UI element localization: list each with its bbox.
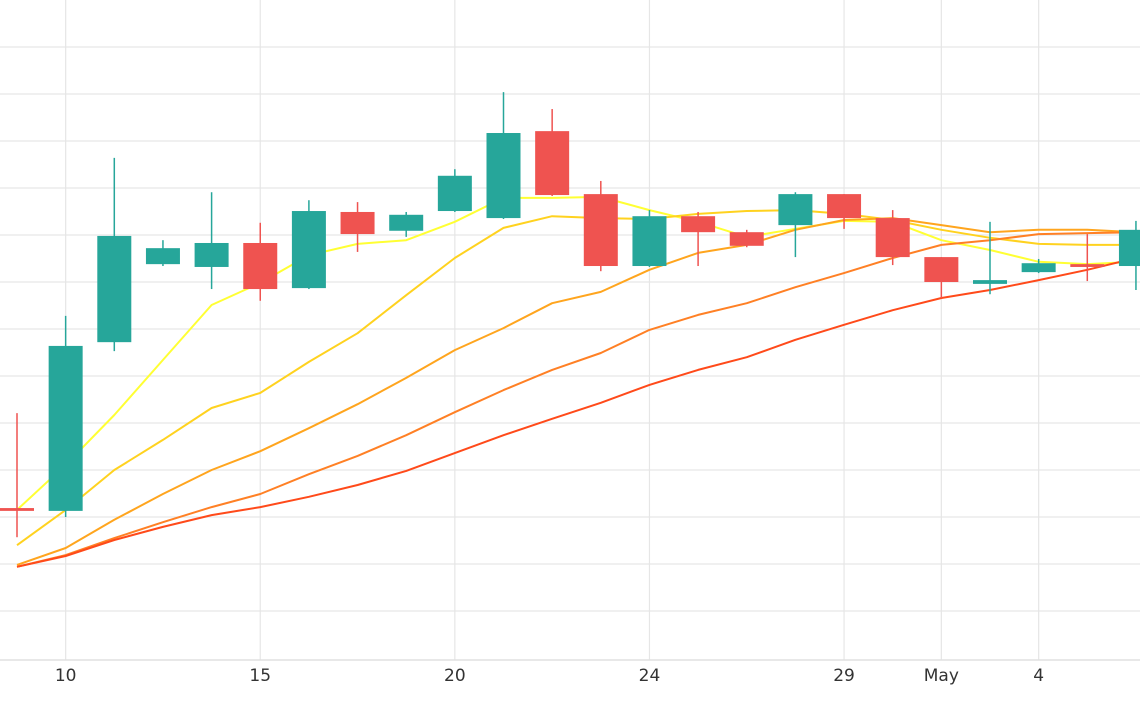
candle-body <box>1070 264 1105 267</box>
candle-body <box>1118 229 1140 267</box>
x-tick-label: 15 <box>249 666 271 686</box>
candle-body <box>681 216 716 233</box>
candle-body <box>875 218 910 258</box>
candle-body <box>145 248 180 265</box>
x-tick-label: 24 <box>639 666 661 686</box>
candles <box>0 92 1140 538</box>
x-tick-label: 20 <box>444 666 466 686</box>
candle-body <box>389 214 424 231</box>
x-tick-label: May <box>924 666 959 686</box>
ma-line <box>16 209 1136 547</box>
moving-averages <box>16 195 1137 568</box>
candle-body <box>437 175 472 212</box>
x-tick-label: 4 <box>1033 666 1044 686</box>
candle-body <box>827 194 862 219</box>
candle-body <box>583 194 618 267</box>
candle-body <box>535 131 570 196</box>
candle-body <box>0 508 34 511</box>
x-tick-label: 10 <box>55 666 77 686</box>
candle-body <box>632 216 667 267</box>
x-tick-label: 29 <box>833 666 855 686</box>
candle-body <box>243 242 278 290</box>
candle-body <box>486 133 521 219</box>
grid <box>0 0 1140 660</box>
ma-line <box>16 217 1137 566</box>
candle-body <box>1021 263 1056 273</box>
candle-body <box>48 345 83 511</box>
candle-body <box>194 242 229 267</box>
candle-body <box>778 194 813 226</box>
ma-line <box>16 257 1137 568</box>
ma-line <box>16 195 1137 511</box>
ma-line <box>16 231 1137 568</box>
candle-body <box>973 280 1007 284</box>
candle-body <box>924 257 959 282</box>
x-axis: 10 15 20 24 29 May 4 <box>0 659 1140 686</box>
candle-body <box>97 235 132 343</box>
candle-body <box>291 211 326 289</box>
candle-body <box>340 211 375 235</box>
candle-body <box>729 232 764 246</box>
